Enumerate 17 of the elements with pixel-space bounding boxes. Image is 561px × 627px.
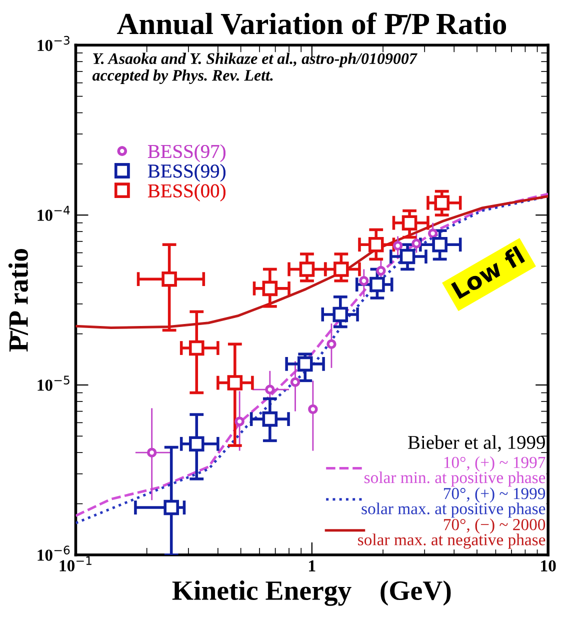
text: 70°, (+) ~ 1999 solar max. at positive phase (362, 487, 546, 518)
annotation: Y. Asaoka and Y. Shikaze et al., astro-ph/0109007 accepted by Phys. Rev. Lett. (92, 52, 418, 84)
legend-label: BESS(00) (148, 184, 226, 202)
chart-title: Annual Variation of P̄/P Ratio (116, 12, 506, 34)
text: 70°, (−) ~ 2000 solar max. at negative phase (358, 518, 546, 549)
legend-label: BESS(99) (148, 164, 226, 182)
y-tick-label: 10$^{−5}$ (38, 376, 70, 391)
y-tick-label: 10$^{−4}$ (38, 206, 70, 221)
y-axis-title: P̄/P ratio (8, 249, 28, 352)
annotation: Low fl (450, 246, 526, 300)
x-axis-title: Kinetic Energy (GeV) (172, 580, 451, 606)
legend-label: BESS(97) (148, 144, 226, 162)
y-tick-label: 10$^{−3}$ (38, 36, 70, 52)
x-tick-label: 10 (541, 560, 556, 572)
legend-title: Bieber et al, 1999 (408, 435, 545, 452)
text: 10°, (+) ~ 1997 solar min. at positive phase (364, 456, 546, 487)
x-tick-label: 1 (309, 560, 316, 572)
